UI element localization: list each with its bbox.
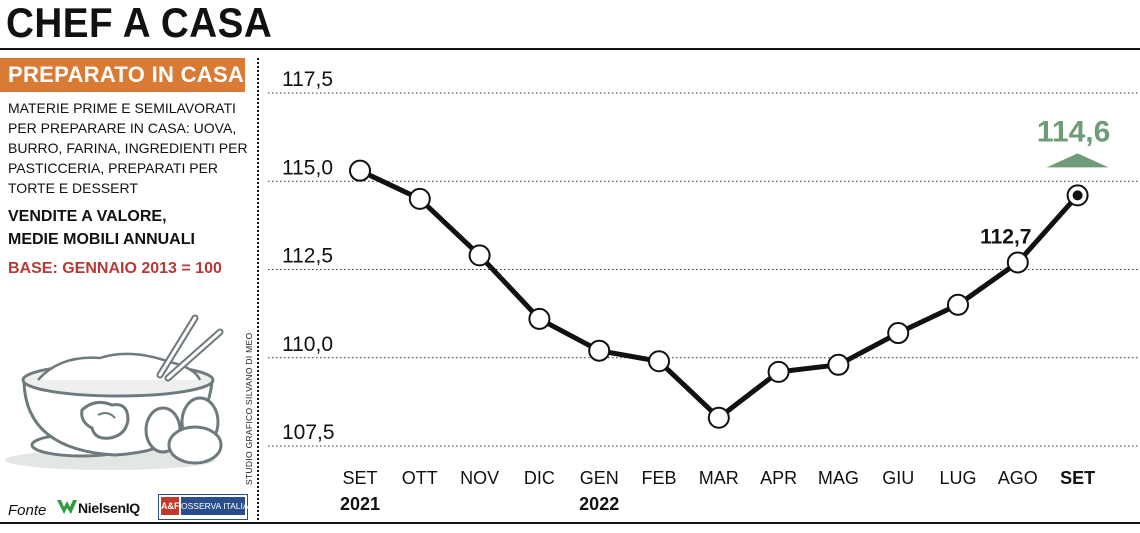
y-tick-label: 112,5 <box>282 245 333 268</box>
chart-title: CHEF A CASA <box>6 0 273 46</box>
nielseniq-logo-icon <box>57 500 77 514</box>
panel-title: PREPARATO IN CASA <box>0 58 245 92</box>
data-point <box>947 293 969 316</box>
x-tick-label: SET <box>342 468 377 488</box>
panel-subtitle: VENDITE A VALORE, MEDIE MOBILI ANNUALI <box>8 205 248 251</box>
data-point <box>648 350 670 373</box>
data-label-highlight: 114,6 <box>1037 115 1110 148</box>
x-tick-label: LUG <box>939 468 976 488</box>
x-tick-label: SET <box>1060 468 1095 488</box>
y-tick-label: 117,5 <box>282 68 333 91</box>
graphic-credit: STUDIO GRAFICO SILVANO DI MEO <box>244 332 254 485</box>
data-point <box>528 307 551 330</box>
y-tick-label: 115,0 <box>282 156 333 179</box>
mixing-bowl-illustration-icon <box>5 314 224 470</box>
bottom-rule <box>0 522 1140 524</box>
x-tick-label: MAG <box>818 468 859 488</box>
data-point <box>349 159 371 182</box>
data-point <box>1006 251 1029 274</box>
osserva-italia-mark: A&F <box>161 497 180 515</box>
x-tick-label: NOV <box>460 468 499 488</box>
top-rule <box>0 48 1140 50</box>
osserva-italia-text: OSSERVA ITALIA <box>181 497 249 515</box>
x-tick-label: OTT <box>402 468 438 488</box>
data-label: 112,7 <box>980 225 1031 248</box>
nielseniq-logo: NielsenIQ <box>78 500 140 516</box>
x-tick-label: AGO <box>998 468 1038 488</box>
source-label: Fonte <box>8 502 47 519</box>
data-point <box>707 406 730 429</box>
x-tick-label: DIC <box>524 468 555 488</box>
line-chart: 117,5 115,0 112,5 110,0 107,5 SET OTT NOV DIC GEN… <box>268 68 1140 514</box>
x-tick-label: GEN <box>580 468 619 488</box>
x-tick-label: APR <box>760 468 797 488</box>
data-point <box>827 353 850 376</box>
data-point <box>887 322 910 345</box>
data-point <box>468 244 491 267</box>
panel-description: MATERIE PRIME E SEMILAVORATI PER PREPARA… <box>8 100 248 196</box>
x-year-label: 2021 <box>340 494 380 514</box>
data-point <box>767 360 790 383</box>
panel-divider <box>257 58 259 520</box>
panel-subtitle-line2: MEDIE MOBILI ANNUALI <box>8 231 195 248</box>
y-tick-label: 107,5 <box>282 421 335 444</box>
x-year-label: 2022 <box>579 494 619 514</box>
data-point <box>408 187 431 210</box>
panel-base-note: BASE: GENNAIO 2013 = 100 <box>8 260 222 277</box>
data-point <box>588 339 611 362</box>
x-tick-label: FEB <box>641 468 676 488</box>
series-line <box>358 168 1080 421</box>
data-point-highlight <box>1072 190 1083 201</box>
x-tick-label: MAR <box>699 468 739 488</box>
x-tick-label: GIU <box>882 468 914 488</box>
osserva-italia-logo: A&F OSSERVA ITALIA <box>158 494 249 520</box>
panel-subtitle-line1: VENDITE A VALORE, <box>8 208 167 225</box>
y-tick-label: 110,0 <box>282 333 333 356</box>
up-arrow-icon <box>1046 153 1109 168</box>
